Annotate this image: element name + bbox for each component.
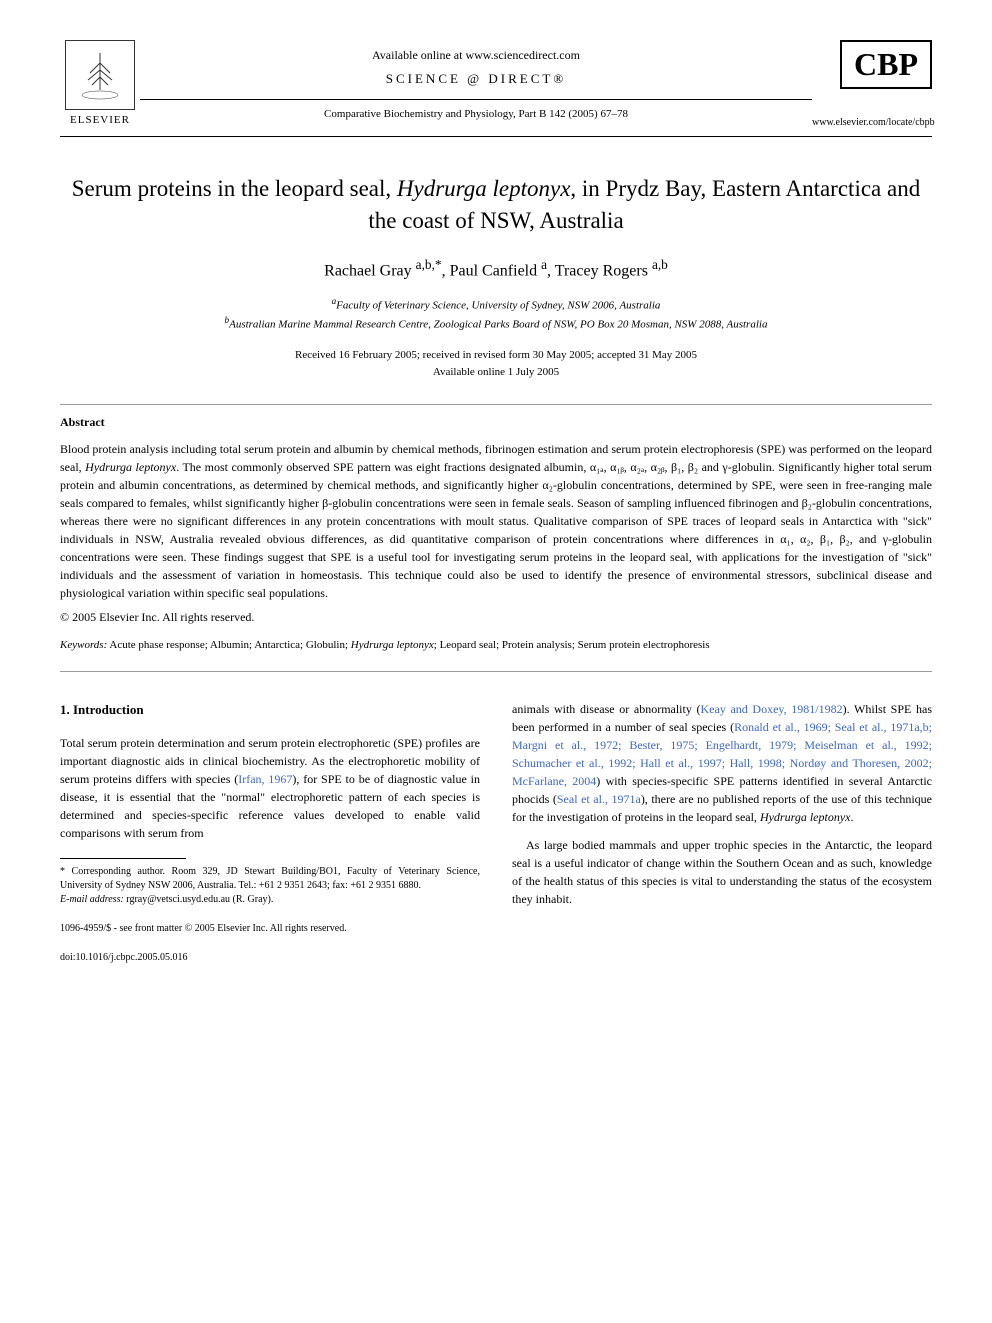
section-1-heading: 1. Introduction bbox=[60, 700, 480, 720]
keywords-label: Keywords: bbox=[60, 639, 107, 651]
title-species: Hydrurga leptonyx bbox=[397, 176, 571, 201]
publisher-name: ELSEVIER bbox=[70, 114, 130, 126]
keywords: Keywords: Acute phase response; Albumin;… bbox=[60, 639, 932, 651]
available-online-text: Available online at www.sciencedirect.co… bbox=[140, 48, 812, 63]
affiliation-a: aFaculty of Veterinary Science, Universi… bbox=[60, 295, 932, 314]
article-dates: Received 16 February 2005; received in r… bbox=[60, 347, 932, 380]
publisher-logo: ELSEVIER bbox=[60, 40, 140, 130]
journal-abbrev: CBP bbox=[840, 40, 932, 89]
abstract-text: Blood protein analysis including total s… bbox=[60, 440, 932, 602]
intro-paragraph-2: As large bodied mammals and upper trophi… bbox=[512, 836, 932, 908]
corresponding-author-footnote: * Corresponding author. Room 329, JD Ste… bbox=[60, 865, 480, 893]
body-columns: 1. Introduction Total serum protein dete… bbox=[60, 700, 932, 965]
copyright: © 2005 Elsevier Inc. All rights reserved… bbox=[60, 610, 932, 625]
doi-line: doi:10.1016/j.cbpc.2005.05.016 bbox=[60, 950, 480, 965]
header-center: Available online at www.sciencedirect.co… bbox=[140, 40, 812, 120]
keywords-text: Acute phase response; Albumin; Antarctic… bbox=[109, 639, 709, 651]
email-footnote: E-mail address: rgray@vetsci.usyd.edu.au… bbox=[60, 893, 480, 907]
header-bottom-rule bbox=[60, 136, 932, 137]
email-address: rgray@vetsci.usyd.edu.au (R. Gray). bbox=[126, 894, 273, 905]
journal-logo: CBP www.elsevier.com/locate/cbpb bbox=[812, 40, 932, 128]
title-part1: Serum proteins in the leopard seal, bbox=[72, 176, 397, 201]
journal-url: www.elsevier.com/locate/cbpb bbox=[812, 117, 932, 128]
header-rule bbox=[140, 99, 812, 100]
journal-citation: Comparative Biochemistry and Physiology,… bbox=[140, 108, 812, 120]
affiliation-b: bAustralian Marine Mammal Research Centr… bbox=[60, 314, 932, 333]
received-date: Received 16 February 2005; received in r… bbox=[60, 347, 932, 364]
intro-paragraph-1: Total serum protein determination and se… bbox=[60, 734, 480, 842]
sciencedirect-logo-text: SCIENCE @ DIRECT® bbox=[140, 71, 812, 87]
article-title: Serum proteins in the leopard seal, Hydr… bbox=[60, 173, 932, 237]
journal-header: ELSEVIER Available online at www.science… bbox=[60, 40, 932, 130]
column-left: 1. Introduction Total serum protein dete… bbox=[60, 700, 480, 965]
abstract-bottom-rule bbox=[60, 671, 932, 672]
abstract-top-rule bbox=[60, 404, 932, 405]
online-date: Available online 1 July 2005 bbox=[60, 364, 932, 381]
footnote-separator bbox=[60, 858, 186, 859]
column-right: animals with disease or abnormality (Kea… bbox=[512, 700, 932, 965]
abstract-heading: Abstract bbox=[60, 415, 932, 430]
authors: Rachael Gray a,b,*, Paul Canfield a, Tra… bbox=[60, 257, 932, 280]
affiliations: aFaculty of Veterinary Science, Universi… bbox=[60, 295, 932, 333]
email-label: E-mail address: bbox=[60, 894, 124, 905]
issn-line: 1096-4959/$ - see front matter © 2005 El… bbox=[60, 921, 480, 936]
elsevier-tree-icon bbox=[65, 40, 135, 110]
intro-paragraph-1b: animals with disease or abnormality (Kea… bbox=[512, 700, 932, 826]
